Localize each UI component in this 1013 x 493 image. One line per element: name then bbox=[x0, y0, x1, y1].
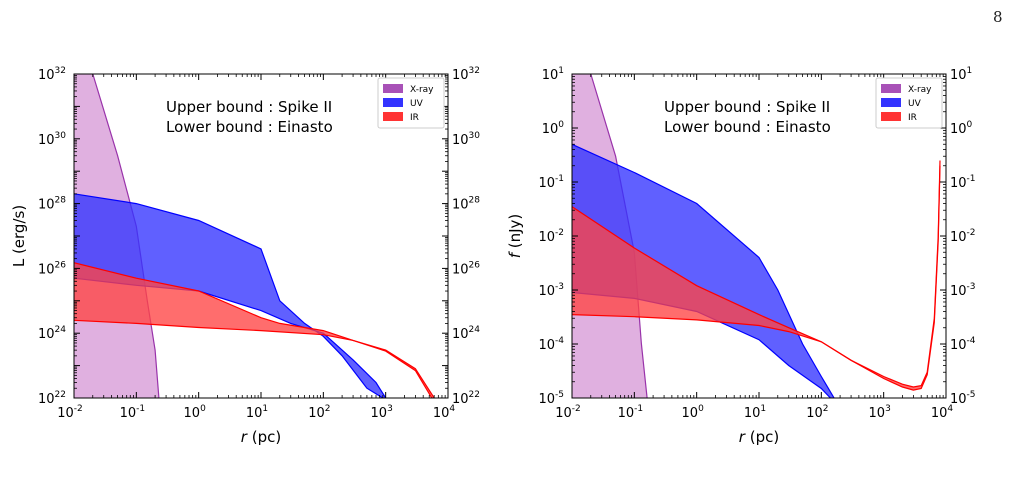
legend-label-uv: UV bbox=[908, 99, 922, 109]
x-tick-label: 10-2 bbox=[555, 404, 581, 421]
x-tick-label: 10-1 bbox=[618, 404, 644, 421]
y-tick-label-right: 1022 bbox=[452, 390, 480, 407]
y-axis-label: L (erg/s) bbox=[10, 205, 28, 267]
band-ir bbox=[74, 262, 435, 398]
x-tick-label: 102 bbox=[806, 404, 828, 421]
tick-marks bbox=[73, 73, 449, 399]
y-tick-label: 1030 bbox=[38, 131, 66, 148]
y-tick-label-right: 1028 bbox=[452, 196, 480, 213]
x-tick-label: 103 bbox=[371, 404, 393, 421]
legend-swatch-uv bbox=[881, 98, 901, 107]
legend-swatch-x-ray bbox=[881, 84, 901, 93]
tick-marks bbox=[571, 73, 947, 399]
annotation-line: Lower bound : Einasto bbox=[664, 118, 831, 136]
series-bands bbox=[74, 74, 435, 398]
x-tick-label: 101 bbox=[246, 404, 268, 421]
y-tick-label-right: 1026 bbox=[452, 260, 480, 277]
x-tick-label: 104 bbox=[433, 404, 456, 421]
band-ir bbox=[572, 160, 940, 391]
y-tick-label: 101 bbox=[542, 66, 564, 83]
y-tick-label: 100 bbox=[542, 120, 565, 137]
x-tick-label: 101 bbox=[744, 404, 766, 421]
y-tick-label-right: 1032 bbox=[452, 66, 480, 83]
y-tick-label: 1028 bbox=[38, 196, 66, 213]
y-tick-label: 10-4 bbox=[538, 336, 564, 353]
upper-line-uv bbox=[572, 143, 835, 398]
y-tick-label: 1022 bbox=[38, 390, 66, 407]
upper-line-ir bbox=[74, 262, 435, 398]
upper-line-uv bbox=[74, 193, 384, 398]
legend-swatch-uv bbox=[383, 98, 403, 107]
x-tick-label: 100 bbox=[682, 404, 705, 421]
y-tick-label-right: 10-2 bbox=[950, 228, 976, 245]
x-tick-label: 102 bbox=[308, 404, 330, 421]
y-tick-label-right: 100 bbox=[950, 120, 973, 137]
lower-line-ir bbox=[572, 165, 941, 391]
y-axis-label: f (nJy) bbox=[506, 214, 524, 259]
x-axis-label: r (pc) bbox=[241, 428, 281, 446]
y-tick-label: 10-3 bbox=[538, 282, 564, 299]
x-tick-label: 10-1 bbox=[120, 404, 146, 421]
y-tick-label-right: 10-3 bbox=[950, 282, 976, 299]
y-tick-label: 10-1 bbox=[538, 174, 564, 191]
y-tick-label-right: 10-1 bbox=[950, 174, 976, 191]
legend-swatch-x-ray bbox=[383, 84, 403, 93]
annotation-line: Lower bound : Einasto bbox=[166, 118, 333, 136]
x-axis-label: r (pc) bbox=[739, 428, 779, 446]
y-tick-label: 10-2 bbox=[538, 228, 564, 245]
legend-label-ir: IR bbox=[410, 113, 419, 123]
annotation-line: Upper bound : Spike II bbox=[166, 98, 332, 116]
y-tick-label-right: 10-5 bbox=[950, 390, 976, 407]
x-tick-label: 104 bbox=[931, 404, 954, 421]
series-bands bbox=[572, 74, 941, 398]
legend-swatch-ir bbox=[383, 112, 403, 121]
y-tick-label: 1032 bbox=[38, 66, 66, 83]
page-number: 8 bbox=[993, 8, 1003, 26]
band-uv bbox=[74, 193, 386, 398]
legend: X-ray UV IR bbox=[377, 77, 445, 129]
lower-line-ir bbox=[74, 319, 433, 398]
y-tick-label-right: 1030 bbox=[452, 131, 480, 148]
x-tick-label: 100 bbox=[184, 404, 207, 421]
x-tick-label: 103 bbox=[869, 404, 891, 421]
y-tick-label-right: 1024 bbox=[452, 325, 480, 342]
y-tick-label: 10-5 bbox=[538, 390, 564, 407]
legend-label-x-ray: X-ray bbox=[410, 85, 434, 95]
legend-label-ir: IR bbox=[908, 113, 917, 123]
legend-label-uv: UV bbox=[410, 99, 424, 109]
y-tick-label: 1026 bbox=[38, 260, 66, 277]
legend: X-ray UV IR bbox=[875, 77, 943, 129]
legend-swatch-ir bbox=[881, 112, 901, 121]
x-tick-label: 10-2 bbox=[57, 404, 83, 421]
y-tick-label: 1024 bbox=[38, 325, 66, 342]
y-tick-label-right: 101 bbox=[950, 66, 972, 83]
annotation-line: Upper bound : Spike II bbox=[664, 98, 830, 116]
band-uv bbox=[572, 144, 835, 398]
y-tick-label-right: 10-4 bbox=[950, 336, 976, 353]
legend-label-x-ray: X-ray bbox=[908, 85, 932, 95]
